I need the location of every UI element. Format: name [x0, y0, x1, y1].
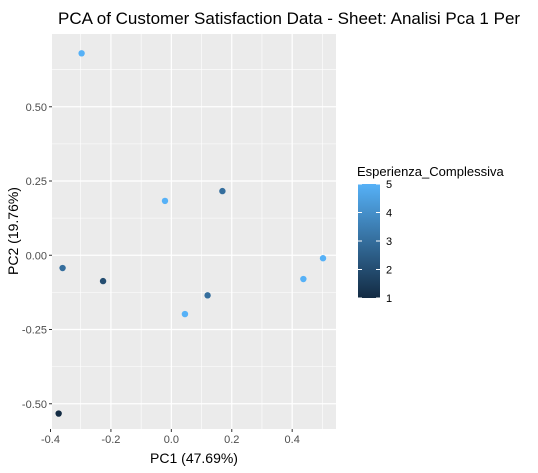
data-point: [78, 50, 84, 56]
y-axis-title: PC2 (19.76%): [5, 187, 21, 275]
y-tick-label: -0.25: [22, 325, 47, 337]
x-tick-label: -0.4: [41, 434, 60, 446]
legend-tick-label: 4: [386, 208, 392, 220]
data-point: [55, 410, 61, 416]
legend-tick-label: 3: [386, 236, 392, 248]
data-point: [182, 311, 188, 317]
legend-tick-label: 2: [386, 265, 392, 277]
data-point: [204, 292, 210, 298]
y-axis: -0.50 -0.25 0.00 0.25 0.50: [22, 102, 52, 411]
legend-tick-label: 1: [386, 293, 392, 305]
plot-panel: [52, 34, 336, 429]
data-point: [59, 265, 65, 271]
y-tick-label: 0.50: [26, 102, 47, 114]
data-point: [162, 198, 168, 204]
y-tick-label: 0.00: [26, 250, 47, 262]
x-tick-label: 0.0: [164, 434, 179, 446]
data-point: [320, 255, 326, 261]
y-tick-label: -0.50: [22, 399, 47, 411]
chart-title: PCA of Customer Satisfaction Data - Shee…: [58, 9, 520, 28]
data-point: [100, 278, 106, 284]
x-axis: -0.4 -0.2 0.0 0.2 0.4: [41, 429, 300, 446]
data-point: [300, 276, 306, 282]
x-tick-label: -0.2: [101, 434, 120, 446]
legend-tick-label: 5: [386, 179, 392, 191]
x-tick-label: 0.2: [224, 434, 239, 446]
data-point: [219, 188, 225, 194]
color-legend: Esperienza_Complessiva 1 2 3 4 5: [357, 164, 504, 305]
legend-title: Esperienza_Complessiva: [357, 164, 504, 179]
y-tick-label: 0.25: [26, 176, 47, 188]
x-tick-label: 0.4: [285, 434, 300, 446]
x-axis-title: PC1 (47.69%): [150, 450, 238, 466]
